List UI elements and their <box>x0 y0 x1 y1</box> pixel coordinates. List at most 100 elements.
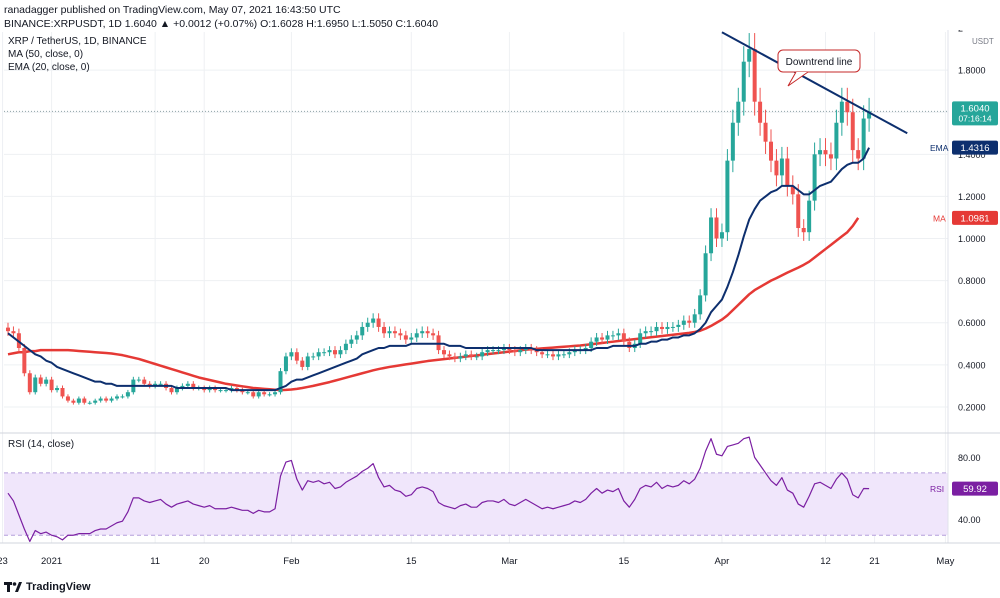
candle-body <box>818 150 823 155</box>
candle-body <box>458 356 463 359</box>
candle-body <box>442 350 446 355</box>
candle-body <box>376 318 381 327</box>
candle-body <box>556 354 561 357</box>
annotation-box <box>777 49 861 73</box>
tradingview-logo-icon <box>4 582 22 592</box>
tradingview-footer[interactable]: TradingView <box>4 578 91 596</box>
candle-body <box>725 160 730 233</box>
rsi-tick-label: 40.00 <box>958 515 981 525</box>
candle-body <box>670 326 675 328</box>
candle-body <box>234 388 239 391</box>
candle-body <box>273 392 278 395</box>
candle-body <box>551 354 555 357</box>
candle-body <box>845 101 850 113</box>
candle-body <box>224 390 228 392</box>
last-price-badge <box>952 101 998 126</box>
candle-body <box>169 388 174 393</box>
candle-body <box>93 400 98 403</box>
candle-body <box>245 392 250 394</box>
candle-body <box>638 333 643 344</box>
x-tick-label: 15 <box>619 556 630 567</box>
candle-body <box>218 390 223 392</box>
candle-body <box>660 326 664 330</box>
y-tick-label: 1.2000 <box>958 192 986 202</box>
candle-body <box>779 158 784 176</box>
candle-body <box>76 398 81 403</box>
y-tick-label: 1.0000 <box>958 234 986 244</box>
candle-body <box>60 388 65 397</box>
candle-body <box>485 350 490 353</box>
y-tick-label: 2 <box>958 30 963 34</box>
publish-info: ranadagger published on TradingView.com,… <box>4 4 341 16</box>
candle-body <box>120 396 125 398</box>
x-tick-label: Mar <box>501 556 517 567</box>
candle-body <box>213 388 218 391</box>
candle-body <box>425 331 430 334</box>
annotation-pointer <box>787 71 809 87</box>
candle-body <box>158 383 163 385</box>
countdown-value: 07:16:14 <box>958 113 991 123</box>
candle-body <box>665 326 670 330</box>
y-tick-label: 0.8000 <box>958 276 986 286</box>
candle-body <box>730 122 735 161</box>
candle-body <box>480 352 485 357</box>
ma-value: 1.0981 <box>960 213 989 224</box>
candle-body <box>365 322 370 327</box>
candle-body <box>692 314 697 323</box>
candle-body <box>589 341 594 348</box>
candle-body <box>115 396 119 399</box>
y-tick-label: 0.6000 <box>958 318 986 328</box>
candle-body <box>736 101 741 123</box>
candle-body <box>11 331 16 334</box>
candle-body <box>545 354 550 356</box>
candle-body <box>709 217 714 254</box>
candle-body <box>44 379 49 384</box>
candle-body <box>305 356 310 367</box>
candle-body <box>769 141 773 161</box>
y-tick-label: 1.8000 <box>958 66 986 76</box>
candle-body <box>807 200 812 233</box>
candle-body <box>649 331 654 333</box>
rsi-value: 59.92 <box>963 484 987 495</box>
candle-body <box>414 333 419 338</box>
candle-body <box>349 339 354 344</box>
candle-body <box>327 350 332 353</box>
candle-body <box>409 337 414 340</box>
candle-body <box>136 379 141 381</box>
x-tick-label: Apr <box>715 556 730 567</box>
candle-body <box>719 232 724 239</box>
candle-body <box>812 154 817 201</box>
rsi-value-badge <box>952 481 998 496</box>
candle-body <box>142 379 147 384</box>
candle-body <box>463 354 468 357</box>
candle-body <box>610 335 615 337</box>
candle-body <box>469 354 474 357</box>
candle-body <box>452 356 457 359</box>
candle-body <box>758 101 763 123</box>
x-tick-label: 12 <box>820 556 831 567</box>
candle-body <box>828 154 833 159</box>
candle-body <box>681 320 686 325</box>
candle-body <box>867 111 872 119</box>
candle-body <box>600 337 605 340</box>
candle-body <box>202 388 207 391</box>
symbol-ohlc: BINANCE:XRPUSDT, 1D 1.6040 ▲ +0.0012 (+0… <box>4 18 439 30</box>
candle-body <box>283 356 288 372</box>
candle-body <box>354 335 359 340</box>
ema-name-label: EMA <box>930 143 949 153</box>
candle-body <box>398 333 403 336</box>
candle-body <box>714 217 719 239</box>
candle-body <box>392 331 397 334</box>
candle-body <box>856 150 861 159</box>
candle-body <box>431 333 436 336</box>
candle-body <box>38 377 43 384</box>
downtrend-line <box>721 31 908 135</box>
candle-body <box>534 350 539 353</box>
candle-body <box>251 392 256 397</box>
chart-canvas[interactable]: Downtrend line 0.2000 0.4000 0.6000 0.8000 1… <box>0 30 1000 576</box>
chart-header: ranadagger published on TradingView.com,… <box>4 3 438 31</box>
candle-body <box>763 122 768 142</box>
candle-body <box>474 356 479 358</box>
candle-body <box>687 320 692 323</box>
candle-body <box>316 352 321 357</box>
